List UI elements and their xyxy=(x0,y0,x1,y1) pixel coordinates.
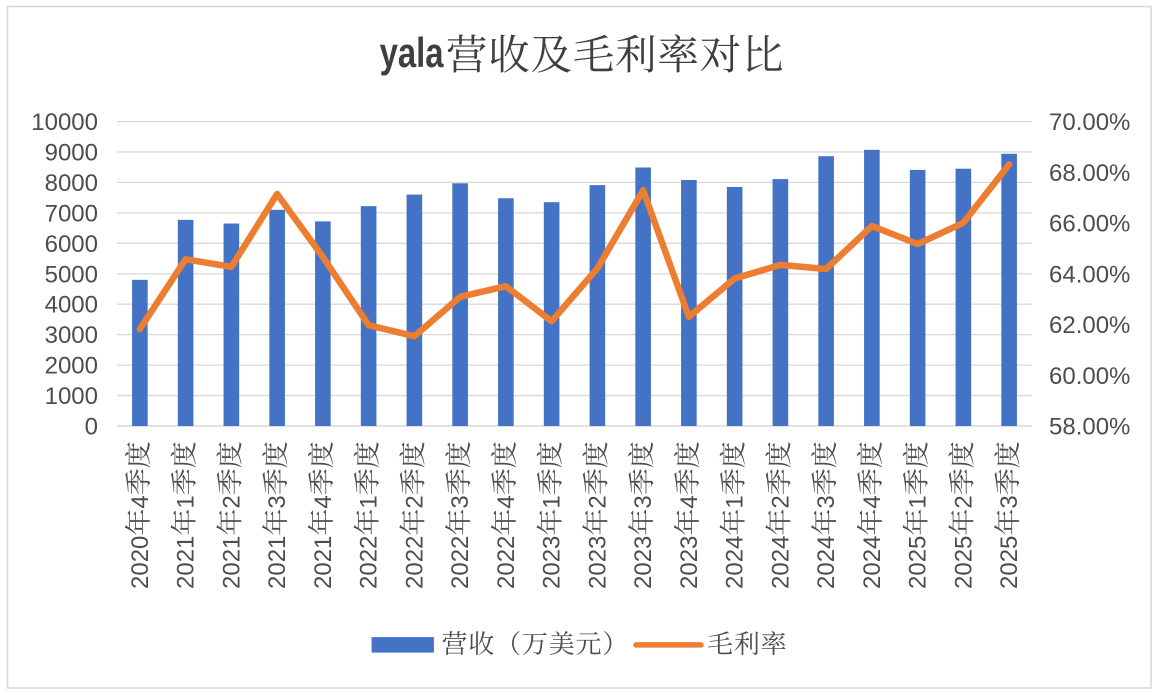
svg-text:2023: 2023 xyxy=(539,536,566,589)
svg-text:8000: 8000 xyxy=(45,170,98,197)
svg-text:2: 2 xyxy=(218,495,245,508)
svg-text:2023: 2023 xyxy=(676,536,703,589)
svg-text:3: 3 xyxy=(264,495,291,508)
svg-text:68.00%: 68.00% xyxy=(1049,160,1130,187)
svg-text:3: 3 xyxy=(630,495,657,508)
svg-text:1: 1 xyxy=(356,495,383,508)
svg-text:66.00%: 66.00% xyxy=(1049,211,1130,238)
svg-text:1000: 1000 xyxy=(45,383,98,410)
svg-text:9000: 9000 xyxy=(45,139,98,166)
svg-text:2024: 2024 xyxy=(813,536,840,589)
svg-text:0: 0 xyxy=(85,414,98,441)
svg-text:2021: 2021 xyxy=(264,536,291,589)
svg-text:2000: 2000 xyxy=(45,353,98,380)
svg-text:6000: 6000 xyxy=(45,231,98,258)
svg-text:3000: 3000 xyxy=(45,322,98,349)
svg-text:4: 4 xyxy=(859,495,886,508)
svg-text:2024: 2024 xyxy=(722,536,749,589)
svg-text:64.00%: 64.00% xyxy=(1049,261,1130,288)
svg-text:4: 4 xyxy=(676,495,703,508)
svg-text:3: 3 xyxy=(996,495,1023,508)
svg-text:1: 1 xyxy=(905,495,932,508)
svg-text:1: 1 xyxy=(173,495,200,508)
svg-text:2024: 2024 xyxy=(859,536,886,589)
svg-text:2025: 2025 xyxy=(950,536,977,589)
svg-text:4000: 4000 xyxy=(45,292,98,319)
svg-text:4: 4 xyxy=(127,495,154,508)
svg-text:2025: 2025 xyxy=(905,536,932,589)
svg-text:4: 4 xyxy=(310,495,337,508)
svg-text:2023: 2023 xyxy=(630,536,657,589)
svg-text:58.00%: 58.00% xyxy=(1049,414,1130,441)
svg-text:2021: 2021 xyxy=(218,536,245,589)
svg-text:70.00%: 70.00% xyxy=(1049,109,1130,136)
svg-text:yala: yala xyxy=(380,29,445,76)
svg-text:10000: 10000 xyxy=(31,109,98,136)
svg-text:2025: 2025 xyxy=(996,536,1023,589)
svg-text:1: 1 xyxy=(539,495,566,508)
svg-text:3: 3 xyxy=(813,495,840,508)
svg-text:2022: 2022 xyxy=(447,536,474,589)
svg-text:2: 2 xyxy=(584,495,611,508)
svg-text:4: 4 xyxy=(493,495,520,508)
svg-text:2021: 2021 xyxy=(310,536,337,589)
svg-text:2023: 2023 xyxy=(584,536,611,589)
svg-text:1: 1 xyxy=(722,495,749,508)
svg-text:2024: 2024 xyxy=(767,536,794,589)
svg-text:2022: 2022 xyxy=(356,536,383,589)
svg-text:7000: 7000 xyxy=(45,200,98,227)
svg-text:5000: 5000 xyxy=(45,261,98,288)
svg-text:2: 2 xyxy=(767,495,794,508)
svg-text:62.00%: 62.00% xyxy=(1049,312,1130,339)
svg-text:2022: 2022 xyxy=(401,536,428,589)
svg-text:2020: 2020 xyxy=(127,536,154,589)
svg-text:2021: 2021 xyxy=(173,536,200,589)
svg-text:60.00%: 60.00% xyxy=(1049,363,1130,390)
svg-text:2: 2 xyxy=(950,495,977,508)
svg-text:3: 3 xyxy=(447,495,474,508)
svg-text:2: 2 xyxy=(401,495,428,508)
svg-text:2022: 2022 xyxy=(493,536,520,589)
